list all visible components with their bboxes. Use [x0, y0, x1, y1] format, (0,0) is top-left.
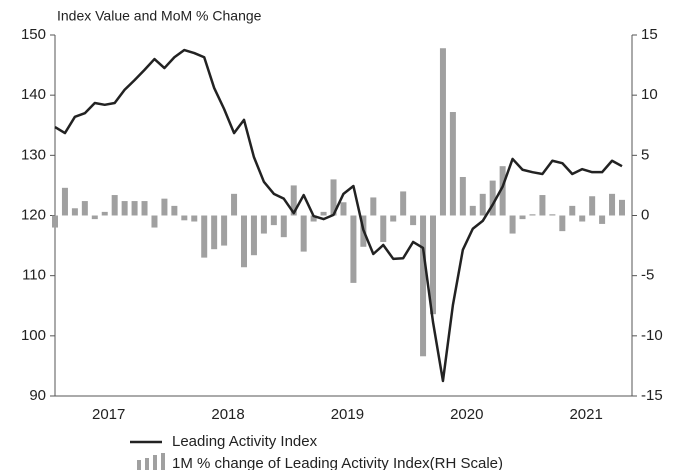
bar	[549, 214, 556, 216]
bar	[91, 215, 98, 220]
bar	[350, 215, 357, 283]
bar	[599, 215, 606, 224]
y-tick-label: 130	[21, 146, 46, 163]
y-tick-label: 140	[21, 86, 46, 103]
bar	[310, 215, 317, 222]
bar	[539, 195, 546, 216]
bar	[479, 193, 486, 216]
bar	[499, 166, 506, 216]
bar	[489, 180, 496, 216]
x-tick-label: 2019	[331, 406, 364, 423]
x-tick-label: 2021	[569, 406, 602, 423]
x-tick-label: 2018	[211, 406, 244, 423]
y2-tick-label: 5	[641, 146, 649, 163]
bar	[380, 215, 387, 242]
bar	[579, 215, 586, 222]
x-tick-label: 2017	[92, 406, 125, 423]
bar	[569, 205, 576, 216]
bar	[449, 112, 456, 216]
bar	[410, 215, 417, 226]
bar	[330, 179, 337, 216]
bar	[131, 201, 138, 216]
bar	[260, 215, 267, 234]
y-tick-label: 100	[21, 327, 46, 344]
bar	[280, 215, 287, 238]
bar	[141, 201, 148, 216]
legend-label: 1M % change of Leading Activity Index(RH…	[172, 455, 503, 470]
bar	[589, 196, 596, 216]
bar	[211, 215, 218, 250]
bar	[509, 215, 516, 234]
bar	[469, 205, 476, 216]
bar	[81, 201, 88, 216]
y-tick-label: 110	[22, 267, 46, 284]
bar	[61, 187, 68, 216]
bar	[250, 215, 257, 256]
bar	[619, 199, 625, 216]
bar	[111, 195, 118, 216]
bar	[400, 191, 407, 216]
bar	[201, 215, 208, 258]
bar	[181, 215, 188, 221]
y2-tick-label: -10	[641, 327, 663, 344]
chart-title: Index Value and MoM % Change	[57, 8, 262, 24]
y-tick-label: 150	[21, 26, 46, 43]
bar	[191, 215, 198, 222]
bar	[121, 201, 128, 216]
bar	[439, 48, 446, 216]
bar	[609, 193, 616, 216]
bar	[370, 197, 377, 216]
bar	[171, 205, 178, 216]
bar	[459, 176, 466, 216]
bar	[241, 215, 247, 268]
bar	[529, 214, 536, 216]
y2-tick-label: -5	[641, 267, 654, 284]
x-tick-label: 2020	[450, 406, 483, 423]
bar	[52, 215, 58, 228]
bar	[151, 215, 158, 228]
bar	[340, 202, 347, 216]
line	[54, 48, 623, 383]
bar	[71, 208, 78, 216]
y2-tick-label: 15	[641, 26, 658, 43]
bar	[161, 198, 168, 216]
y2-tick-label: 10	[641, 86, 658, 103]
bar	[519, 215, 526, 220]
bar	[270, 215, 277, 226]
bar	[559, 215, 566, 232]
y2-tick-label: 0	[641, 206, 649, 223]
bar	[390, 215, 397, 222]
bar	[221, 215, 228, 246]
y2-tick-label: -15	[641, 387, 663, 404]
bar	[231, 193, 238, 216]
bar	[290, 185, 297, 216]
y-tick-label: 120	[21, 206, 46, 223]
y-tick-label: 90	[29, 387, 46, 404]
bar	[300, 215, 307, 252]
legend-label: Leading Activity Index	[172, 433, 318, 450]
bar	[320, 211, 327, 216]
bar	[430, 215, 436, 315]
bar	[101, 211, 108, 216]
legend-bar-icon	[137, 453, 165, 470]
bar	[420, 215, 427, 357]
